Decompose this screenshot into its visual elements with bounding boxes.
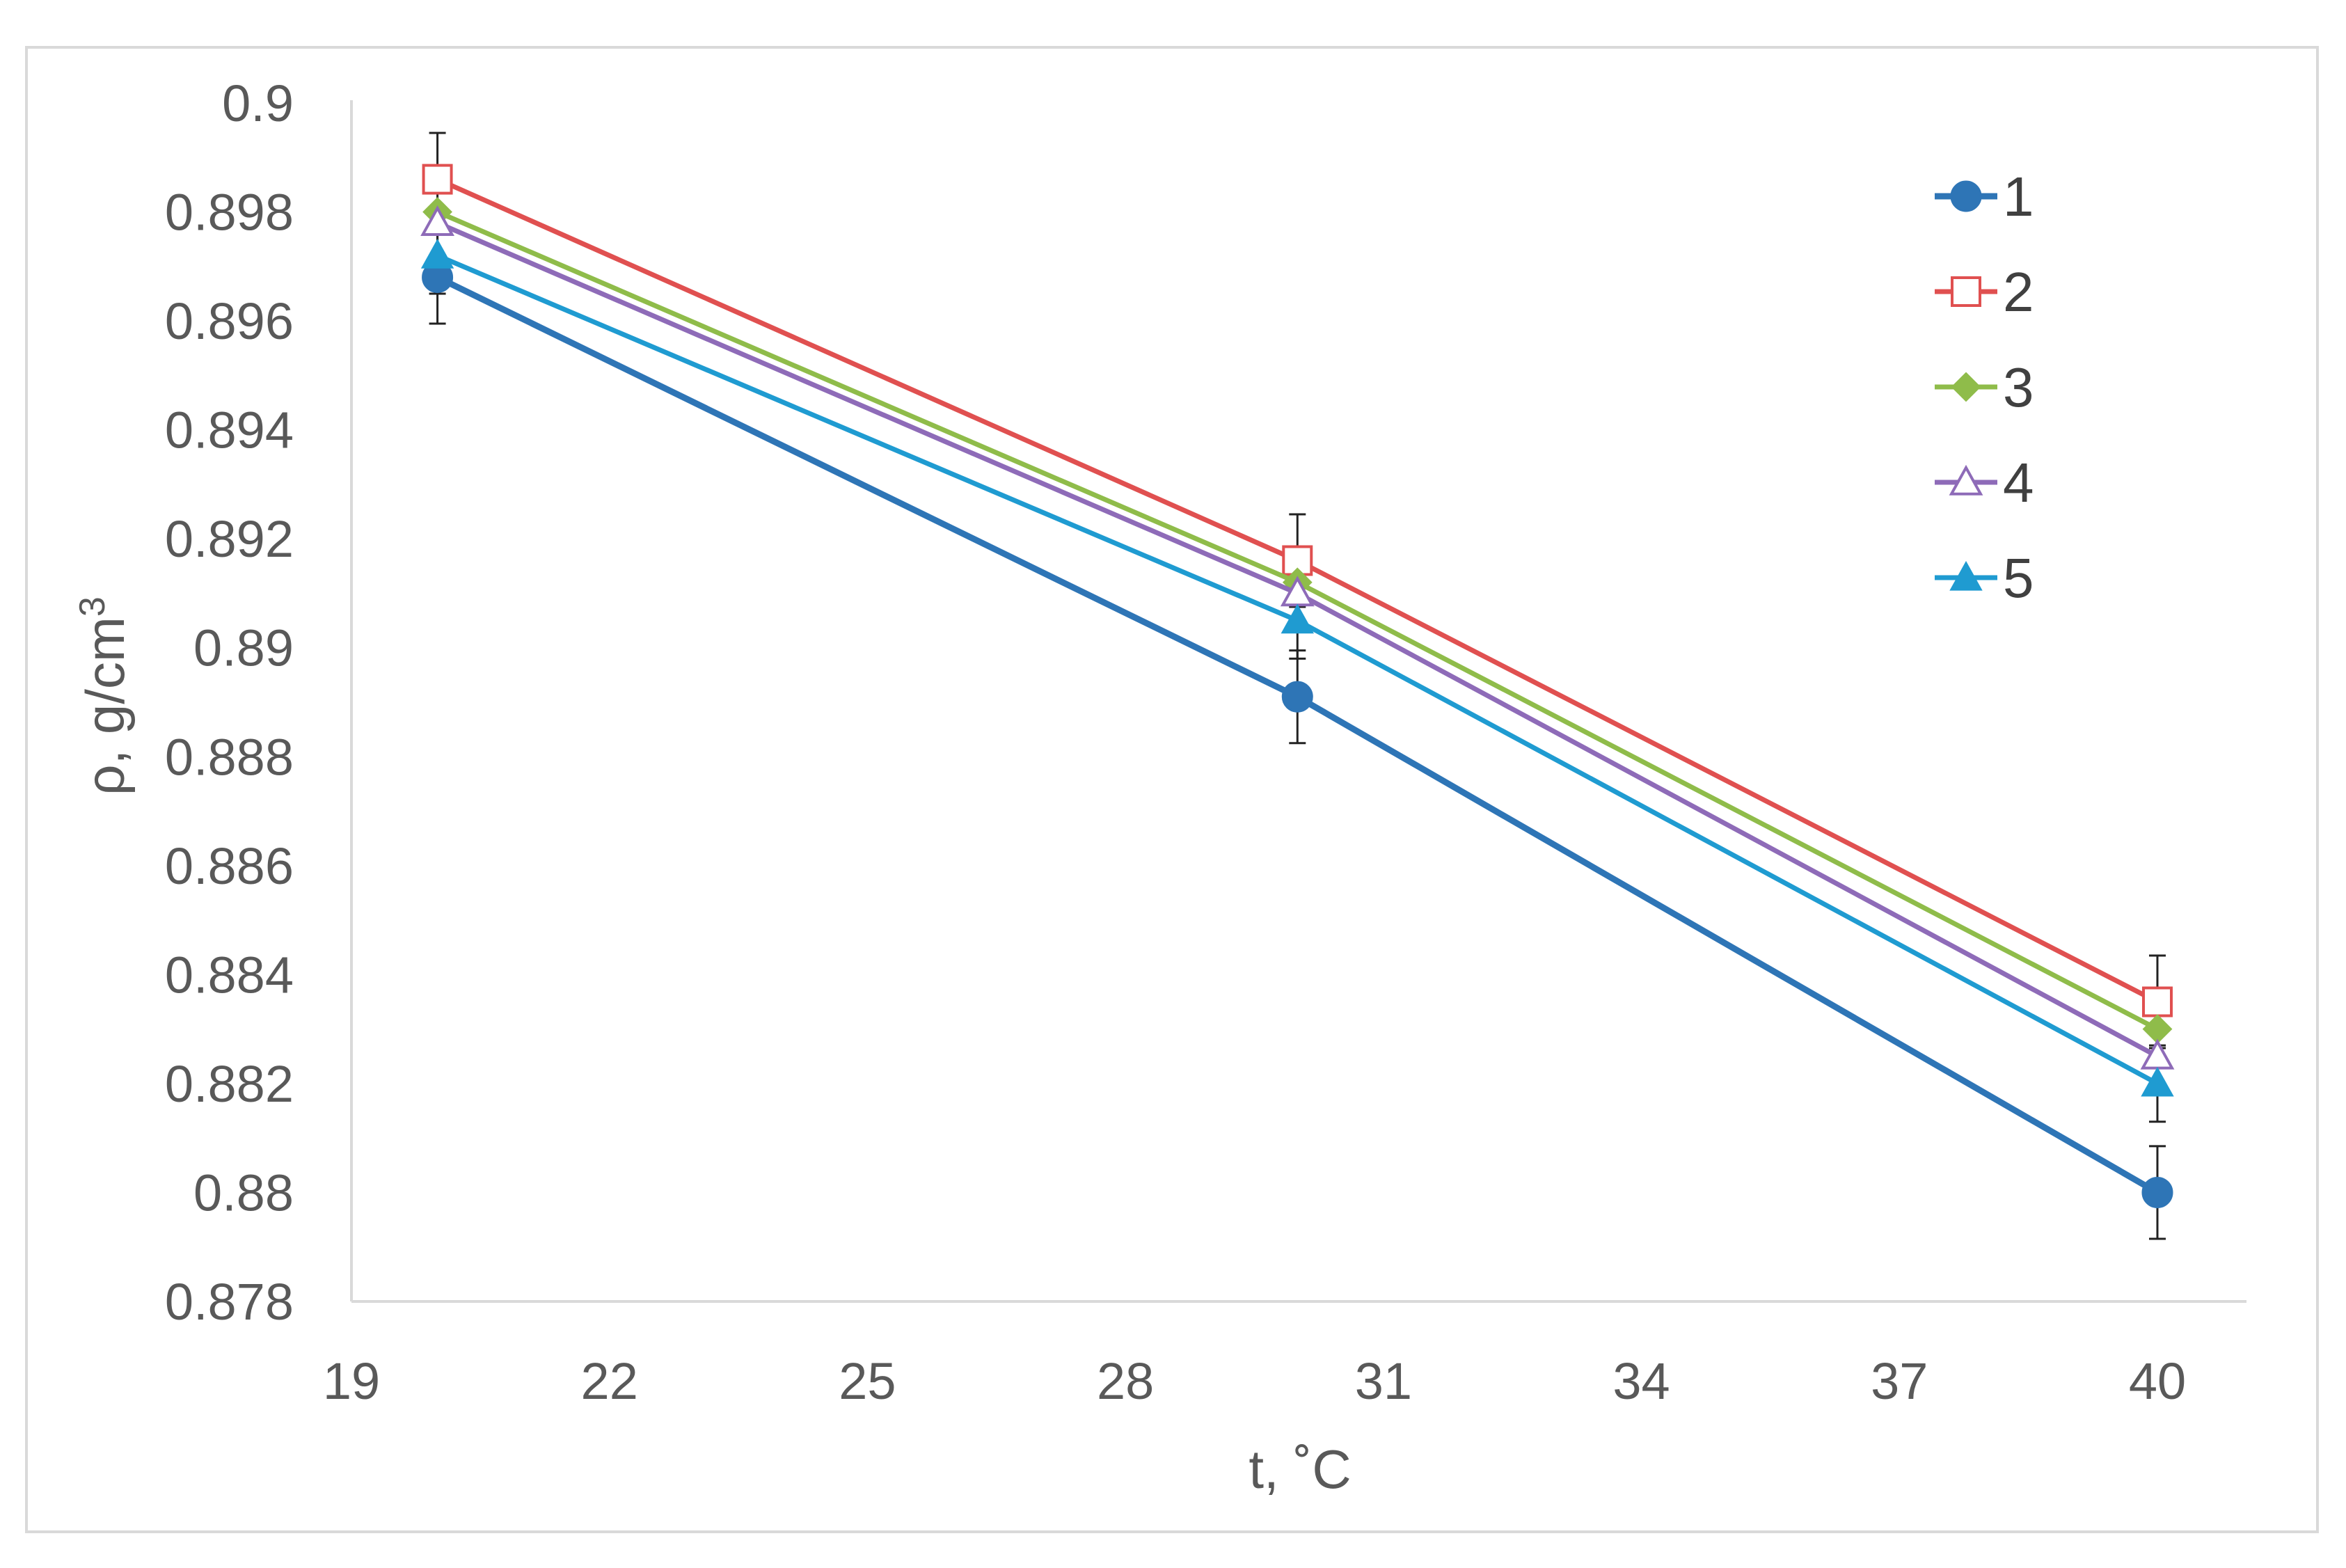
data-point-series-4 <box>420 205 454 236</box>
y-tick-label: 0.882 <box>165 1055 294 1113</box>
x-axis-title: t, ˚C <box>1249 1439 1351 1500</box>
y-tick-label: 0.884 <box>165 946 294 1004</box>
legend-marker-4 <box>1949 464 1983 496</box>
data-point-series-5 <box>420 239 454 269</box>
legend: 1 2 3 4 5 <box>1935 166 2034 609</box>
y-axis-title-main: ρ, g/cm <box>74 617 136 795</box>
y-tick-label: 0.888 <box>165 728 294 786</box>
data-point-series-4 <box>2140 1038 2175 1070</box>
data-point-series-2 <box>2142 986 2173 1017</box>
x-tick-label: 34 <box>1612 1352 1670 1410</box>
y-tick-label: 0.896 <box>165 292 294 350</box>
y-tick-label: 0.892 <box>165 510 294 568</box>
legend-marker-5 <box>1949 560 1983 591</box>
x-tick-label: 19 <box>323 1352 380 1410</box>
legend-label-5: 5 <box>2003 547 2034 609</box>
y-tick-label: 0.89 <box>193 619 294 677</box>
x-tick-label: 22 <box>581 1352 638 1410</box>
data-point-series-5 <box>1281 603 1314 634</box>
y-tick-label: 0.878 <box>165 1273 294 1331</box>
x-tick-label: 31 <box>1355 1352 1412 1410</box>
y-tick-label: 0.886 <box>165 837 294 895</box>
data-point-series-3 <box>2142 1014 2173 1045</box>
y-tick-label: 0.88 <box>193 1164 294 1221</box>
y-tick-label: 0.894 <box>165 402 294 459</box>
data-point-series-1 <box>1281 681 1313 713</box>
legend-label-3: 3 <box>2003 356 2034 418</box>
axes: 0.878 0.88 0.882 0.884 0.886 0.888 0.89 0.892 0.… <box>165 74 2246 1410</box>
legend-label-4: 4 <box>2003 452 2034 514</box>
x-tick-label: 28 <box>1097 1352 1154 1410</box>
y-tick-label: 0.898 <box>165 184 294 241</box>
x-tick-label: 25 <box>839 1352 896 1410</box>
data-point-series-1 <box>2141 1176 2173 1208</box>
legend-label-2: 2 <box>2003 261 2034 323</box>
y-tick-label: 0.9 <box>222 74 294 132</box>
legend-marker-1 <box>1950 180 1982 212</box>
data-series <box>420 164 2175 1208</box>
y-axis-title-superscript: 3 <box>72 596 113 617</box>
legend-label-1: 1 <box>2003 166 2034 228</box>
data-point-series-2 <box>422 164 453 195</box>
data-point-series-5 <box>2141 1066 2174 1097</box>
x-tick-label: 40 <box>2129 1352 2186 1410</box>
y-axis-title: ρ, g/cm3 <box>72 596 136 795</box>
legend-marker-3 <box>1951 372 1981 402</box>
x-tick-label: 37 <box>1871 1352 1928 1410</box>
legend-marker-2 <box>1951 276 1981 307</box>
